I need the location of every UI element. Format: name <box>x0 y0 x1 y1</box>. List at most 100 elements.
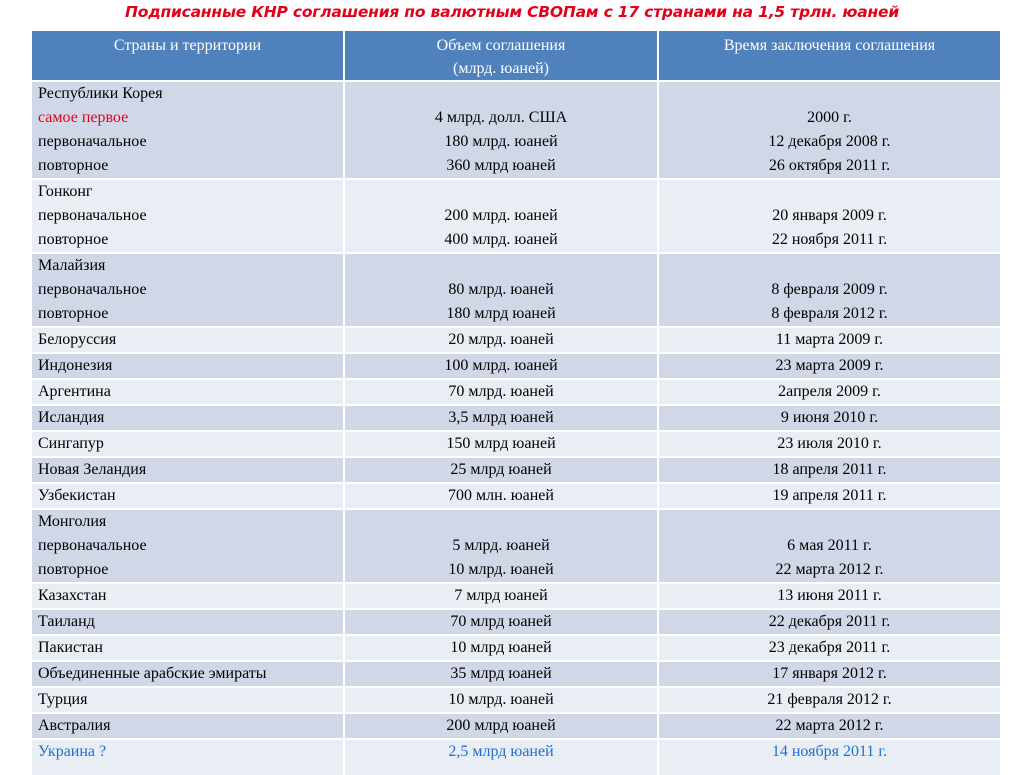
date-value: 17 января 2012 г. <box>772 665 887 682</box>
amount-value: 70 млрд. юаней <box>448 383 554 400</box>
date-value: 11 марта 2009 г. <box>775 331 884 348</box>
country-name: Новая Зеландия <box>38 461 147 478</box>
cell-amount: 5 млрд. юаней 10 млрд. юаней <box>344 508 659 583</box>
country-note: первоначальное <box>38 281 147 298</box>
table-row: Гонконг первоначальное повторное 200 млр… <box>32 178 1000 253</box>
cell-amount: 10 млрд. юаней <box>344 686 659 713</box>
cell-amount: 4 млрд. долл. США 180 млрд. юаней 360 мл… <box>344 80 659 179</box>
date-value: 9 июня 2010 г. <box>780 409 879 426</box>
cell-amount: 200 млрд. юаней 400 млрд. юаней <box>344 178 659 253</box>
cell-amount: 20 млрд. юаней <box>344 326 659 353</box>
amount-value: 360 млрд юаней <box>446 157 556 174</box>
date-value: 2000 г. <box>807 109 852 126</box>
country-note: самое первое <box>38 109 129 126</box>
cell-amount: 100 млрд. юаней <box>344 352 659 379</box>
country-name: Индонезия <box>38 357 113 374</box>
date-value: 12 декабря 2008 г. <box>768 133 891 150</box>
amount-value: 100 млрд. юаней <box>444 357 558 374</box>
cell-country: Сингапур <box>32 430 345 457</box>
date-value: 8 февраля 2012 г. <box>771 305 888 322</box>
country-name: Пакистан <box>38 639 103 656</box>
header-amount-unit: (млрд. юаней) <box>453 60 549 77</box>
date-value: 22 декабря 2011 г. <box>768 613 891 630</box>
date-value: 22 ноября 2011 г. <box>771 231 888 248</box>
cell-date: 18 апреля 2011 г. <box>658 456 1000 483</box>
cell-amount: 70 млрд юаней <box>344 608 659 635</box>
amount-value: 4 млрд. долл. США <box>434 109 568 126</box>
date-value: 21 февраля 2012 г. <box>767 691 892 708</box>
date-value: 23 июля 2010 г. <box>777 435 882 452</box>
header-country: Страны и территории <box>32 31 345 81</box>
table-row: Аргентина 70 млрд. юаней 2апреля 2009 г. <box>32 378 1000 405</box>
cell-country: Исландия <box>32 404 345 431</box>
table-row: Пакистан 10 млрд юаней 23 декабря 2011 г… <box>32 634 1000 661</box>
amount-value: 10 млрд. юаней <box>448 561 554 578</box>
table-row: Индонезия 100 млрд. юаней 23 марта 2009 … <box>32 352 1000 379</box>
date-value: 19 апреля 2011 г. <box>772 487 887 504</box>
amount-value: 35 млрд юаней <box>450 665 552 682</box>
amount-value: 150 млрд юаней <box>446 435 556 452</box>
country-note: первоначальное <box>38 537 147 554</box>
cell-country: Казахстан <box>32 582 345 609</box>
cell-amount: 3,5 млрд юаней <box>344 404 659 431</box>
amount-value: 10 млрд юаней <box>450 639 552 656</box>
cell-country: Монголия первоначальное повторное <box>32 508 345 583</box>
table-row: Исландия 3,5 млрд юаней 9 июня 2010 г. <box>32 404 1000 431</box>
cell-country: Таиланд <box>32 608 345 635</box>
table-row: Малайзия первоначальное повторное 80 млр… <box>32 252 1000 327</box>
table-row: Новая Зеландия 25 млрд юаней 18 апреля 2… <box>32 456 1000 483</box>
cell-date: 14 ноября 2011 г. <box>658 738 1000 775</box>
cell-date: 2апреля 2009 г. <box>658 378 1000 405</box>
date-value: 8 февраля 2009 г. <box>771 281 888 298</box>
table-row: Монголия первоначальное повторное 5 млрд… <box>32 508 1000 583</box>
date-value: 20 января 2009 г. <box>772 207 887 224</box>
amount-value: 80 млрд. юаней <box>448 281 554 298</box>
cell-amount: 2,5 млрд юаней <box>344 738 659 775</box>
cell-date: 8 февраля 2009 г. 8 февраля 2012 г. <box>658 252 1000 327</box>
table-header-row: Страны и территории Объем соглашения (мл… <box>32 31 1000 81</box>
cell-date: 2000 г. 12 декабря 2008 г. 26 октября 20… <box>658 80 1000 179</box>
amount-value: 180 млрд юаней <box>446 305 556 322</box>
amount-value: 400 млрд. юаней <box>444 231 558 248</box>
swap-agreements-table-container: Страны и территории Объем соглашения (мл… <box>32 31 1000 775</box>
amount-value: 7 млрд юаней <box>454 587 548 604</box>
cell-country: Новая Зеландия <box>32 456 345 483</box>
date-value: 2апреля 2009 г. <box>778 383 881 400</box>
cell-date: 11 марта 2009 г. <box>658 326 1000 353</box>
cell-amount: 10 млрд юаней <box>344 634 659 661</box>
country-note: первоначальное <box>38 133 147 150</box>
slide-title: Подписанные КНР соглашения по валютным С… <box>124 3 900 21</box>
cell-amount: 7 млрд юаней <box>344 582 659 609</box>
country-note: повторное <box>38 305 109 322</box>
amount-value: 20 млрд. юаней <box>448 331 554 348</box>
country-name: Украина ? <box>38 743 107 760</box>
cell-date: 6 мая 2011 г. 22 марта 2012 г. <box>658 508 1000 583</box>
cell-date: 23 декабря 2011 г. <box>658 634 1000 661</box>
amount-value: 200 млрд юаней <box>446 717 556 734</box>
header-date: Время заключения соглашения <box>658 31 1000 81</box>
country-name: Аргентина <box>38 383 111 400</box>
cell-date: 13 июня 2011 г. <box>658 582 1000 609</box>
date-value: 22 марта 2012 г. <box>775 717 884 734</box>
table-row: Объединенные арабские эмираты 35 млрд юа… <box>32 660 1000 687</box>
cell-date: 21 февраля 2012 г. <box>658 686 1000 713</box>
amount-value: 25 млрд юаней <box>450 461 552 478</box>
amount-value: 10 млрд. юаней <box>448 691 554 708</box>
amount-value: 5 млрд. юаней <box>452 537 550 554</box>
cell-country: Турция <box>32 686 345 713</box>
table-row: Узбекистан 700 млн. юаней 19 апреля 2011… <box>32 482 1000 509</box>
date-value: 23 декабря 2011 г. <box>768 639 891 656</box>
table-row: Австралия 200 млрд юаней 22 марта 2012 г… <box>32 712 1000 739</box>
header-amount: Объем соглашения (млрд. юаней) <box>344 31 659 81</box>
country-name: Малайзия <box>38 257 106 274</box>
cell-country: Австралия <box>32 712 345 739</box>
cell-date: 19 апреля 2011 г. <box>658 482 1000 509</box>
country-name: Исландия <box>38 409 105 426</box>
table-row: Украина ? 2,5 млрд юаней 14 ноября 2011 … <box>32 738 1000 775</box>
cell-country: Белоруссия <box>32 326 345 353</box>
country-name: Таиланд <box>38 613 95 630</box>
cell-date: 22 марта 2012 г. <box>658 712 1000 739</box>
cell-amount: 700 млн. юаней <box>344 482 659 509</box>
country-note: первоначальное <box>38 207 147 224</box>
header-amount-label: Объем соглашения <box>436 37 566 54</box>
